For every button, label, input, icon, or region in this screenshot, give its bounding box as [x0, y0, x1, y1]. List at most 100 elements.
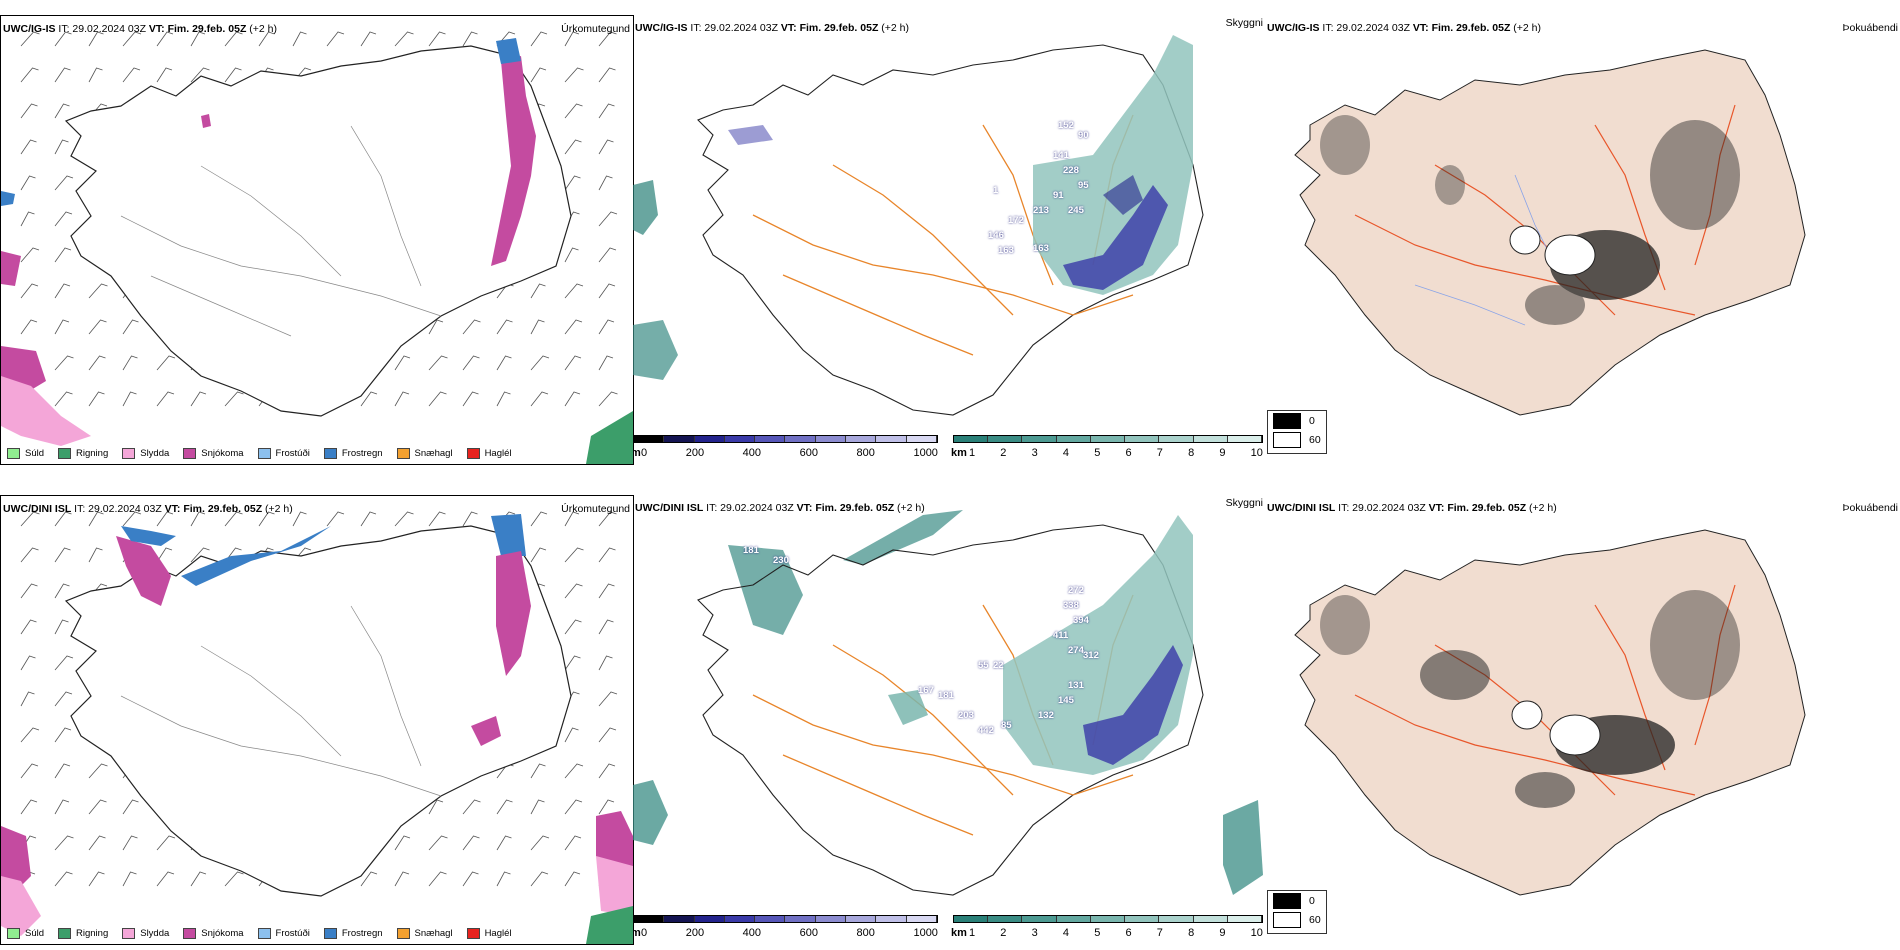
init-time: IT: 29.02.2024 03Z	[706, 502, 794, 514]
wind-barb	[190, 871, 207, 887]
wind-barb	[88, 835, 106, 851]
wind-barb	[564, 763, 584, 779]
wind-barb	[598, 139, 614, 155]
scale-step	[906, 916, 937, 922]
valid-time: VT: Fim. 29.feb. 05Z	[796, 502, 895, 514]
legend-label: 0	[1309, 414, 1315, 427]
scale-step	[694, 436, 725, 442]
precip-legend-item: Súld	[7, 927, 44, 939]
scale-step	[846, 436, 877, 442]
vis-scale-m-row1: m 0 200 400 600 800 1000	[633, 435, 938, 463]
legend-swatch	[466, 447, 480, 459]
scale-step	[1090, 916, 1126, 922]
wind-barb	[462, 31, 478, 47]
wind-barb	[564, 391, 581, 407]
wind-barb	[530, 871, 549, 887]
wind-barb	[530, 547, 547, 563]
vis-value-label: 181	[743, 545, 759, 556]
precip-legend-item: Snæhagl	[396, 447, 453, 459]
legend-label: Frostregn	[341, 447, 383, 459]
scale-ticks: 1 2 3 4 5 6 7 8 9 10	[953, 447, 1263, 459]
precip-legend-item: Rigning	[58, 447, 108, 459]
wind-barb	[190, 511, 206, 527]
wind-barb	[88, 319, 107, 335]
fog-panel-row2: UWC/DINI ISL IT: 29.02.2024 03Z VT: Fim.…	[1265, 495, 1900, 943]
legend-label: Snjókoma	[201, 927, 244, 939]
scale-step	[1125, 916, 1160, 922]
legend-swatch	[1273, 412, 1301, 429]
wind-barb	[598, 763, 616, 779]
legend-swatch	[1273, 431, 1301, 448]
wind-barb	[598, 355, 614, 371]
wind-barb	[564, 619, 582, 635]
scale-unit: km	[951, 447, 967, 459]
precip-legend-item: Slydda	[122, 447, 169, 459]
scale-tick-label: 1000	[913, 927, 938, 939]
wind-barb	[292, 511, 307, 527]
scale-tick-label: 7	[1156, 927, 1163, 939]
vis-value-label: 245	[1068, 205, 1084, 216]
wind-barb	[326, 31, 345, 47]
wind-barb	[564, 871, 581, 887]
wind-barb	[88, 283, 108, 299]
wind-barb	[54, 103, 70, 119]
wind-barb	[54, 871, 73, 887]
vis-value-label: 90	[1078, 130, 1089, 141]
wind-barb	[462, 511, 478, 527]
precip-legend-item: Haglél	[466, 927, 512, 939]
legend-swatch	[323, 927, 337, 939]
precip-legend-item: Frostúði	[257, 927, 310, 939]
wind-barb	[530, 283, 546, 299]
wind-barb	[122, 799, 139, 815]
wind-barb	[258, 31, 275, 47]
wind-barb	[156, 355, 176, 371]
scale-step	[634, 916, 665, 922]
scale-colorbar	[633, 435, 938, 443]
wind-barb	[54, 283, 71, 299]
wind-barb	[20, 547, 39, 563]
wind-barb	[564, 655, 581, 671]
scale-tick-label: 9	[1219, 447, 1226, 459]
valid-time: VT: Fim. 29.feb. 05Z	[1428, 502, 1527, 514]
wind-barb	[496, 871, 511, 887]
wind-barb	[462, 319, 481, 335]
lead-time: (+2 h)	[881, 22, 910, 34]
vis-panel-row2: UWC/DINI ISL IT: 29.02.2024 03Z VT: Fim.…	[633, 495, 1263, 943]
wind-barb	[530, 763, 546, 779]
wind-barb	[122, 355, 138, 371]
wind-barb	[122, 31, 142, 47]
wind-barb	[496, 391, 511, 407]
precip-legend-item: Súld	[7, 447, 44, 459]
legend-swatch	[257, 447, 271, 459]
wind-barb	[462, 355, 480, 371]
scale-step	[664, 436, 695, 442]
scale-colorbar	[953, 915, 1263, 923]
wind-barb	[54, 511, 72, 527]
wind-barb	[20, 67, 39, 83]
wind-barb	[54, 799, 70, 815]
wind-barb	[360, 31, 377, 47]
legend-swatch	[396, 927, 410, 939]
wind-barb	[564, 247, 579, 263]
scale-step	[1193, 916, 1228, 922]
wind-barb	[122, 391, 137, 407]
wind-barb	[496, 319, 513, 335]
legend-label: 60	[1309, 433, 1321, 446]
wind-barb	[54, 727, 72, 743]
wind-barb	[156, 67, 173, 83]
legend-label: Frostúði	[275, 447, 310, 459]
wind-barb	[190, 31, 206, 47]
wind-barb	[564, 67, 584, 83]
legend-label: Snæhagl	[414, 447, 453, 459]
scale-tick-label: 2	[1000, 927, 1007, 939]
scale-tick-label: 0	[641, 927, 648, 939]
wind-barb	[598, 319, 615, 335]
wind-barb	[598, 175, 613, 191]
init-time: IT: 29.02.2024 03Z	[690, 22, 778, 34]
legend-label: Rigning	[76, 927, 109, 939]
scale-tick-label: 4	[1062, 927, 1070, 939]
wind-barb	[88, 31, 104, 47]
vis-labels-row1: 152 90 141 228 95 91 245 213 172 146 163 163 1	[633, 15, 1263, 425]
vis-scale-m-row2: m 0 200 400 600 800 1000	[633, 915, 938, 943]
wind-barb	[20, 799, 38, 815]
